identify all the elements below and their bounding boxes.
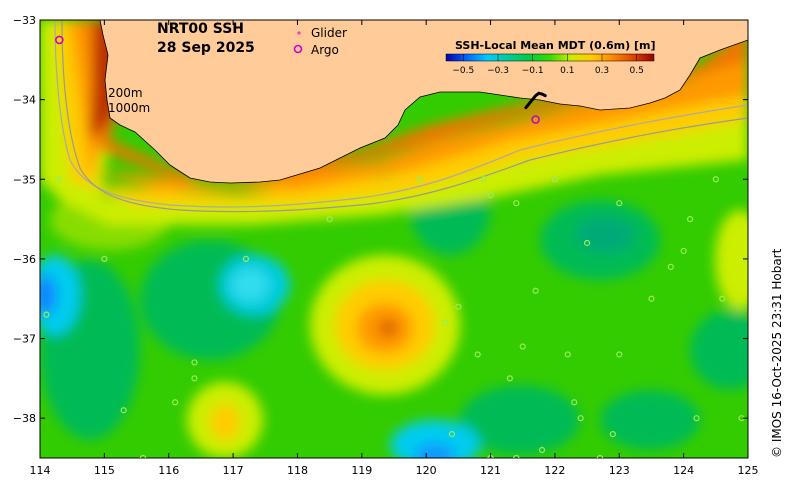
argo-marker — [55, 35, 64, 45]
x-tick-label: 124 — [673, 464, 694, 477]
glider-track — [524, 91, 547, 110]
drifter-marker — [326, 215, 333, 223]
x-tick-label: 120 — [416, 464, 437, 477]
drifter-marker — [712, 176, 719, 183]
drifter-marker — [596, 454, 604, 458]
isobath-200m-line — [54, 20, 748, 208]
y-tick-label: −36 — [13, 253, 36, 266]
x-tick-label: 125 — [738, 464, 759, 477]
drifter-marker — [448, 431, 456, 438]
imos-credit: © IMOS 16-Oct-2025 23:31 Hobart — [770, 248, 784, 458]
drifter-marker — [442, 319, 449, 326]
colorbar-ticks: −0.5 −0.3 −0.1 0.1 0.3 0.5 — [452, 54, 644, 76]
glider-legend-icon — [297, 31, 301, 35]
x-tick-label: 122 — [544, 464, 565, 477]
drifter-marker — [616, 200, 623, 207]
colorbar-tick-label: −0.1 — [522, 66, 544, 76]
isobath-1000m-label: 1000m — [108, 101, 150, 115]
colorbar-tick-label: −0.3 — [487, 66, 509, 76]
drifter-marker — [506, 375, 513, 382]
y-tick-label: −33 — [13, 14, 36, 27]
x-tick-label: 117 — [223, 464, 244, 477]
drifter-marker — [583, 239, 591, 247]
drifter-marker — [43, 311, 50, 318]
drifter-marker — [101, 255, 108, 263]
argo-marker — [531, 115, 540, 124]
x-tick-label: 123 — [609, 464, 630, 477]
y-tick-label: −37 — [13, 333, 36, 346]
colorbar-tick-label: 0.5 — [630, 66, 644, 76]
drifter-marker — [571, 399, 578, 406]
argo-legend-icon — [293, 44, 303, 54]
glider-legend-label: Glider — [311, 26, 347, 40]
drifter-marker — [538, 446, 546, 454]
y-tick-label: −35 — [13, 173, 36, 186]
y-tick-label: −34 — [13, 94, 36, 107]
x-tick-label: 121 — [480, 464, 501, 477]
drifter-marker — [680, 247, 687, 255]
drifter-marker — [513, 200, 520, 207]
map-date: 28 Sep 2025 — [157, 40, 255, 56]
drifter-marker — [455, 303, 462, 310]
isobath-200m-label: 200m — [108, 86, 143, 100]
drifter-marker — [667, 263, 674, 270]
drifter-marker — [616, 351, 623, 358]
x-tick-label: 119 — [351, 464, 372, 477]
drifter-marker — [139, 454, 147, 458]
x-tick-label: 118 — [287, 464, 308, 477]
drifter-marker — [487, 192, 494, 199]
drifter-markers — [43, 176, 745, 458]
drifter-marker — [532, 287, 539, 294]
colorbar — [445, 53, 655, 62]
drifter-marker — [191, 359, 198, 366]
colorbar-tick-label: −0.5 — [452, 66, 474, 76]
plot-frame — [39, 19, 749, 459]
drifter-marker — [56, 176, 63, 183]
drifter-marker — [474, 351, 481, 358]
drifter-marker — [686, 215, 694, 223]
drifter-marker — [416, 176, 423, 183]
colorbar-title: SSH-Local Mean MDT (0.6m) [m] — [455, 39, 655, 52]
argo-legend-label: Argo — [311, 43, 339, 57]
drifter-marker — [719, 295, 726, 302]
drifter-marker — [242, 255, 250, 263]
drifter-marker — [609, 431, 616, 438]
x-axis: 114 115 116 117 118 119 120 121 122 123 124 125 — [30, 20, 759, 477]
x-tick-label: 115 — [94, 464, 115, 477]
map-title: NRT00 SSH — [157, 21, 244, 37]
drifter-marker — [577, 415, 584, 422]
x-tick-label: 116 — [158, 464, 179, 477]
drifter-marker — [551, 176, 559, 183]
drifter-marker — [693, 415, 700, 422]
x-tick-label: 114 — [30, 464, 51, 477]
drifter-marker — [191, 375, 198, 382]
drifter-marker — [519, 343, 526, 350]
drifter-marker — [564, 351, 571, 358]
colorbar-tick-label: 0.1 — [560, 66, 574, 76]
isobath-1000m-line — [61, 20, 748, 213]
drifter-marker — [120, 407, 127, 414]
colorbar-tick-label: 0.3 — [595, 66, 609, 76]
drifter-marker — [481, 176, 488, 183]
y-axis: −33 −34 −35 −36 −37 −38 — [13, 14, 748, 425]
drifter-marker — [513, 454, 520, 458]
y-tick-label: −38 — [13, 412, 36, 425]
drifter-marker — [648, 295, 655, 302]
argo-markers — [55, 35, 540, 124]
drifter-marker — [172, 399, 179, 406]
